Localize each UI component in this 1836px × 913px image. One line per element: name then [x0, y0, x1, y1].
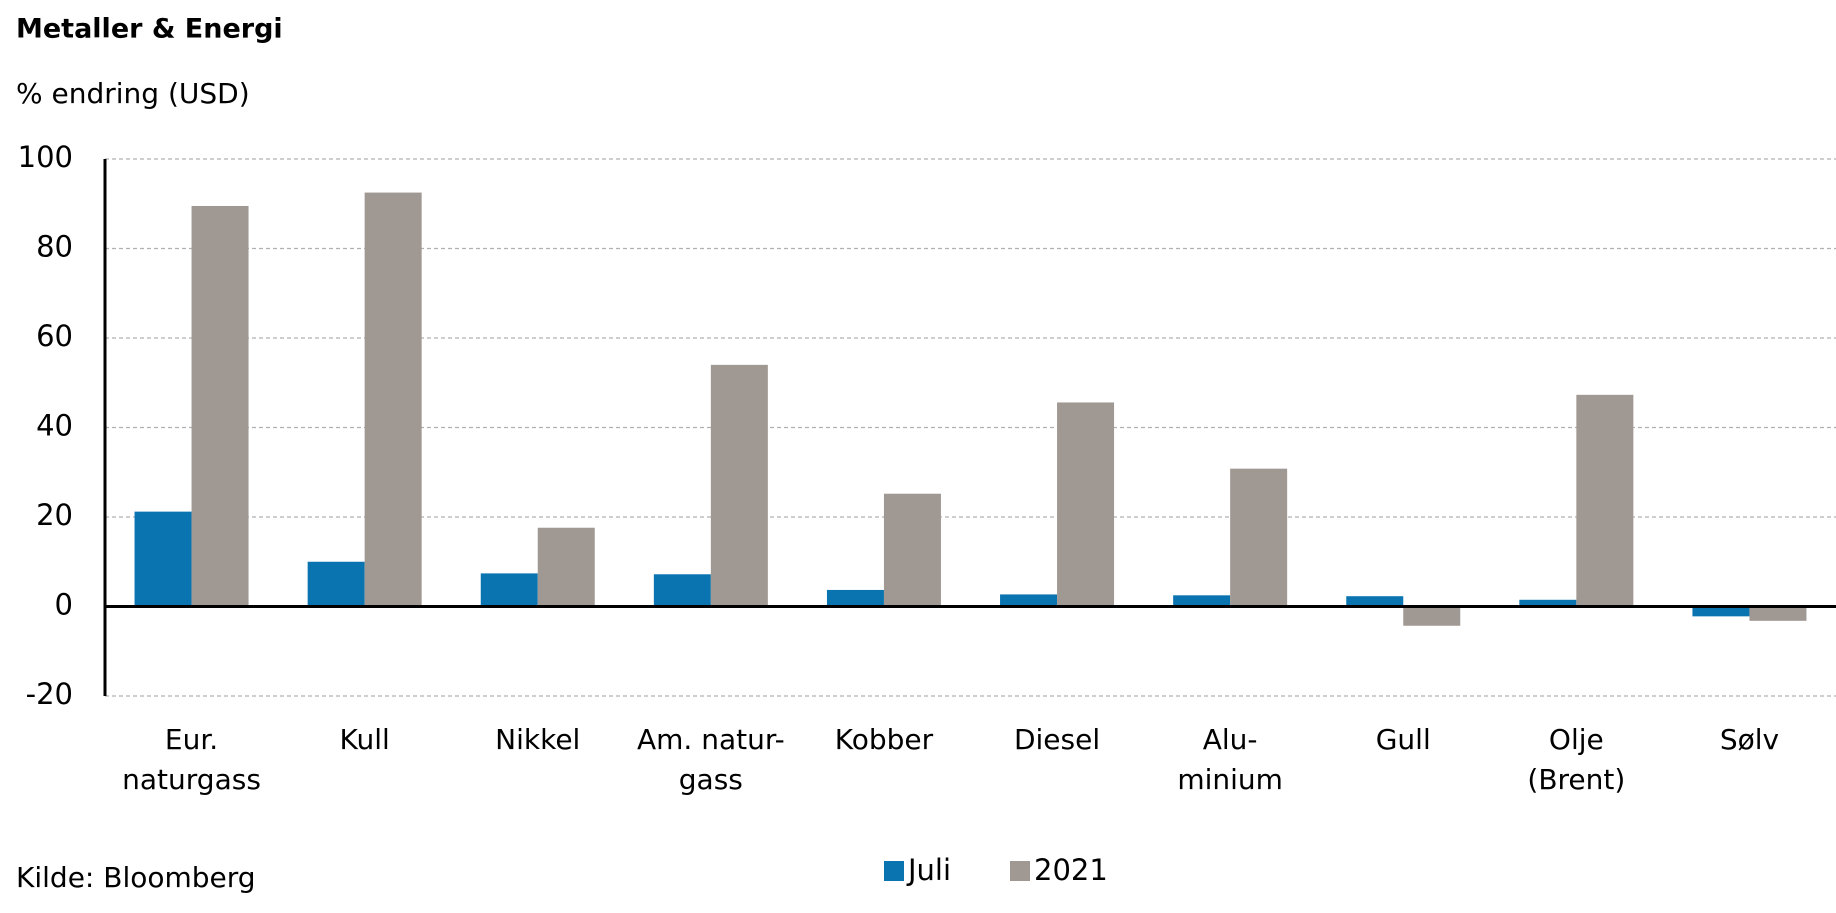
x-tick-label: Kobber	[835, 723, 934, 756]
bar	[191, 205, 249, 607]
bar	[1173, 595, 1231, 607]
bar	[1519, 599, 1577, 607]
x-tick-label: gass	[679, 763, 743, 796]
bar	[826, 589, 884, 607]
x-tick-label: Kull	[340, 723, 390, 756]
bar	[364, 192, 422, 607]
x-tick-label: (Brent)	[1527, 763, 1625, 796]
chart-title: Metaller & Energi	[16, 14, 283, 45]
source: Kilde: Bloomberg	[16, 861, 256, 894]
x-tick-label: Diesel	[1014, 723, 1100, 756]
bar	[883, 493, 941, 607]
bar	[1057, 402, 1115, 607]
x-tick-label: minium	[1177, 763, 1283, 796]
y-tick-label: 80	[36, 230, 73, 264]
legend-label: 2021	[1034, 853, 1108, 887]
bar	[653, 574, 711, 607]
x-tick-label: naturgass	[122, 763, 261, 796]
x-tick-label: Nikkel	[495, 723, 580, 756]
bar	[134, 511, 192, 607]
x-tick-label: Olje	[1549, 723, 1604, 756]
bar	[1692, 606, 1750, 617]
y-tick-label: 60	[36, 319, 73, 353]
bar	[1749, 606, 1807, 621]
legend-label: Juli	[906, 853, 951, 887]
bar	[480, 573, 538, 607]
legend-swatch	[1010, 861, 1030, 881]
bar	[710, 364, 768, 607]
bar	[1576, 394, 1634, 607]
bar	[1000, 594, 1058, 607]
x-tick-label: Gull	[1376, 723, 1431, 756]
y-tick-label: 40	[36, 409, 73, 443]
legend-swatch	[884, 861, 904, 881]
bar	[1403, 606, 1461, 626]
bar	[1346, 596, 1404, 607]
chart-subtitle: % endring (USD)	[16, 77, 250, 110]
x-tick-label: Alu-	[1203, 723, 1258, 756]
x-tick-label: Eur.	[165, 723, 218, 756]
y-tick-label: -20	[26, 677, 73, 711]
bar	[307, 561, 365, 607]
y-tick-label: 20	[36, 498, 73, 532]
y-tick-label: 0	[55, 588, 73, 622]
bar	[1230, 468, 1288, 607]
x-tick-label: Am. natur-	[637, 723, 785, 756]
bar	[537, 527, 595, 607]
x-tick-label: Sølv	[1720, 723, 1779, 756]
y-tick-label: 100	[18, 140, 73, 174]
